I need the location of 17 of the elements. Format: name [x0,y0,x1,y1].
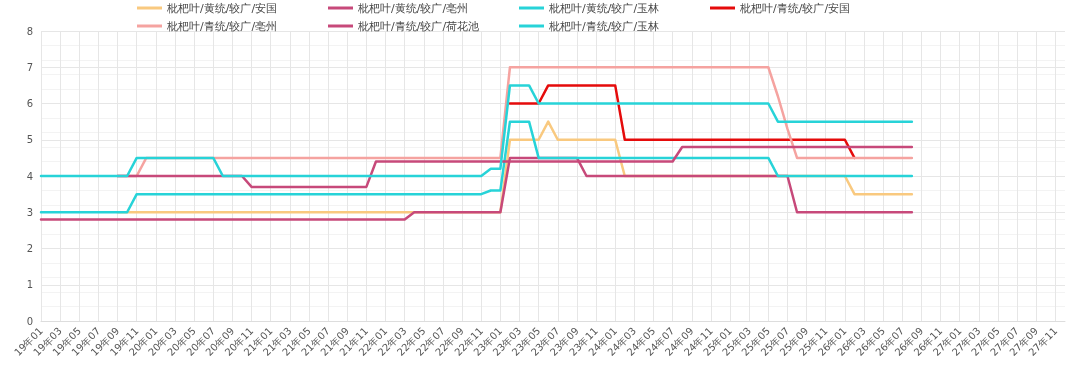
line-series [508,84,856,160]
legend-label: 枇杷叶/青统/较广/荷花池 [357,19,480,33]
y-tick-label: 6 [26,98,33,109]
y-tick-label: 5 [26,134,33,146]
y-tick-label: 0 [26,315,33,327]
y-tick-label: 8 [26,25,33,37]
legend-label: 枇杷叶/青统/较广/亳州 [166,19,278,33]
y-tick-label: 7 [26,61,33,73]
y-tick-label: 3 [26,206,33,218]
legend-label: 枇杷叶/青统/较广/玉林 [548,19,660,33]
y-tick-label: 1 [26,279,33,291]
legend-label: 枇杷叶/黄统/较广/安国 [166,1,278,15]
legend-label: 枇杷叶/青统/较广/安国 [739,1,851,15]
legend-label: 枇杷叶/黄统/较广/玉林 [548,1,660,15]
y-tick-label: 2 [26,243,33,254]
legend-label: 枇杷叶/黄统/较广/亳州 [357,1,469,15]
y-tick-label: 4 [26,170,33,182]
